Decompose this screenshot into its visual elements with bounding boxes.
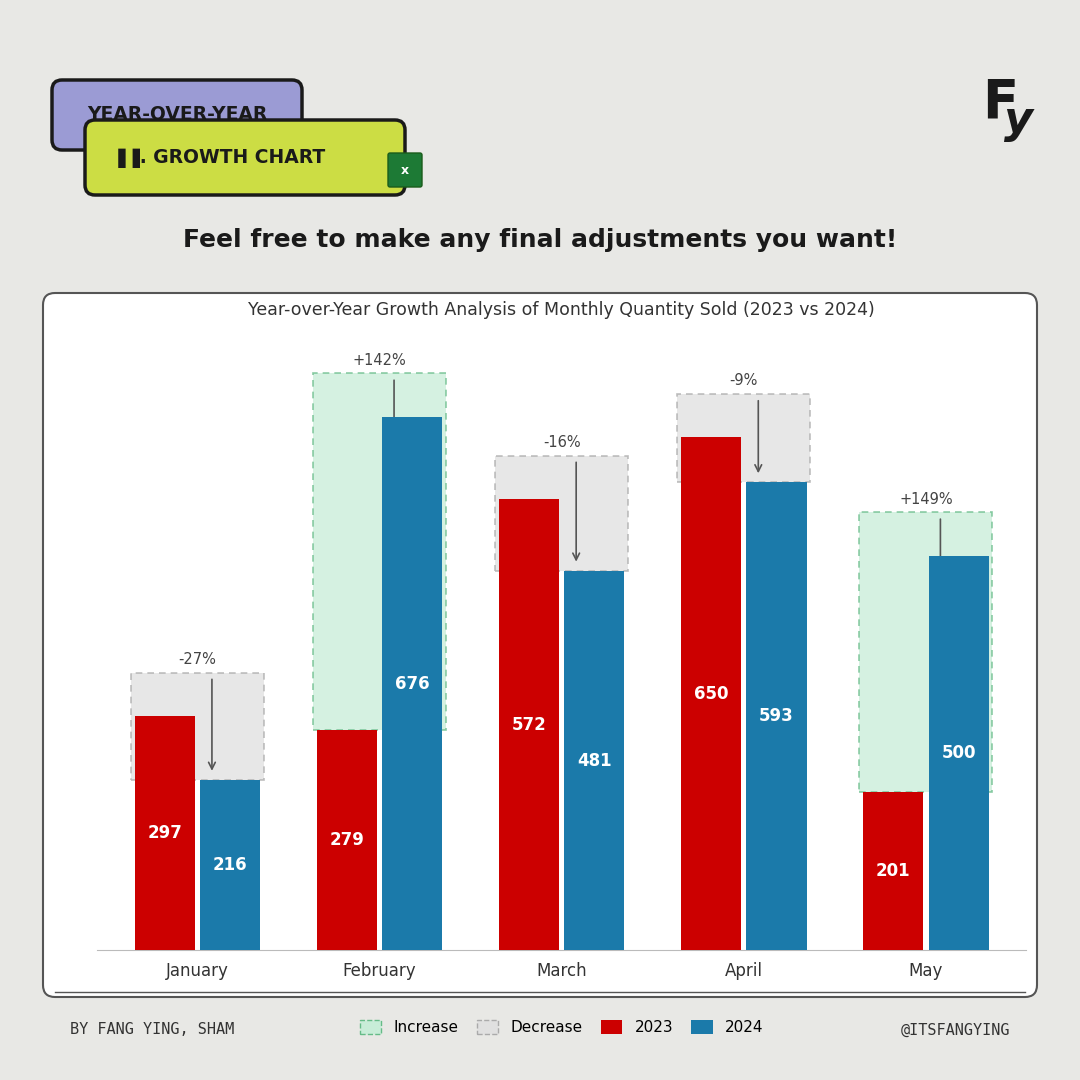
Bar (316, 730, 377, 950)
Text: 500: 500 (942, 744, 976, 762)
Bar (863, 792, 923, 950)
Bar (680, 437, 741, 950)
Title: Year-over-Year Growth Analysis of Monthly Quantity Sold (2023 vs 2024): Year-over-Year Growth Analysis of Monthl… (248, 301, 875, 320)
Bar (382, 417, 443, 950)
Bar (131, 673, 264, 780)
Text: +142%: +142% (352, 353, 406, 368)
Text: 297: 297 (147, 824, 183, 842)
Text: 676: 676 (395, 675, 430, 692)
Text: -9%: -9% (729, 374, 758, 389)
Text: 279: 279 (329, 832, 364, 849)
Text: 481: 481 (577, 752, 611, 770)
FancyBboxPatch shape (43, 293, 1037, 997)
Bar (499, 499, 558, 950)
Bar (200, 780, 260, 950)
Text: 650: 650 (693, 685, 728, 703)
Bar (495, 456, 629, 571)
Text: YEAR-OVER-YEAR: YEAR-OVER-YEAR (86, 106, 267, 124)
Bar (135, 716, 194, 950)
Text: 572: 572 (512, 716, 546, 733)
Text: x: x (401, 163, 409, 176)
Legend: Increase, Decrease, 2023, 2024: Increase, Decrease, 2023, 2024 (353, 1013, 770, 1041)
Bar (929, 556, 988, 950)
Bar (860, 512, 993, 792)
Text: 593: 593 (759, 707, 794, 726)
Bar (677, 394, 810, 483)
Text: +149%: +149% (899, 491, 953, 507)
Text: ▐▐. GROWTH CHART: ▐▐. GROWTH CHART (111, 148, 325, 167)
Bar (313, 374, 446, 730)
FancyBboxPatch shape (388, 153, 422, 187)
Text: F: F (982, 76, 1018, 129)
Text: 201: 201 (876, 862, 910, 880)
Text: BY FANG YING, SHAM: BY FANG YING, SHAM (70, 1023, 234, 1038)
Text: @ITSFANGYING: @ITSFANGYING (901, 1023, 1010, 1038)
Text: -16%: -16% (543, 435, 580, 450)
Text: -27%: -27% (178, 652, 216, 667)
Text: y: y (1003, 98, 1032, 141)
Text: 216: 216 (213, 856, 247, 874)
FancyBboxPatch shape (85, 120, 405, 195)
FancyBboxPatch shape (52, 80, 302, 150)
Text: Feel free to make any final adjustments you want!: Feel free to make any final adjustments … (183, 228, 897, 252)
Bar (746, 483, 807, 950)
Bar (565, 571, 624, 950)
